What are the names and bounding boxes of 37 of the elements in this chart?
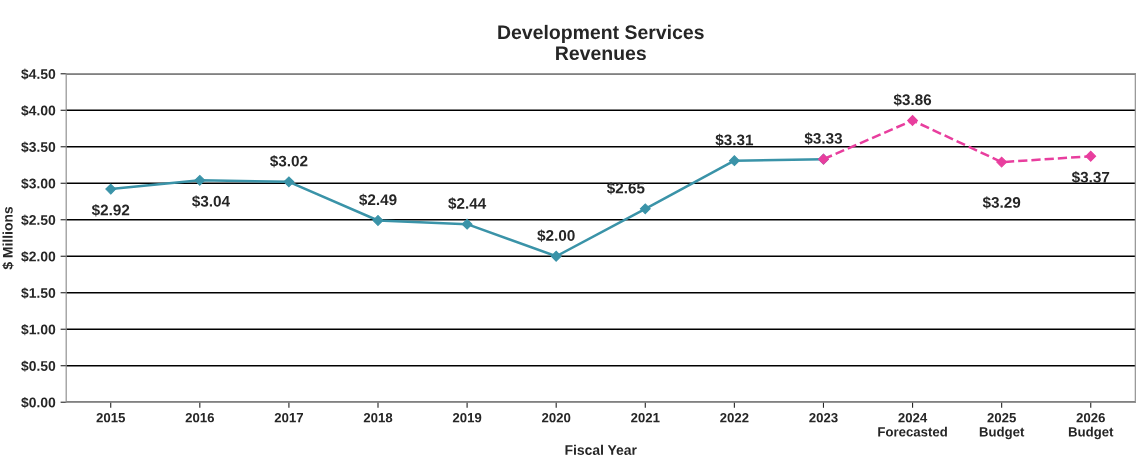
y-tick-label: $1.50	[21, 287, 56, 299]
y-axis-title: $ Millions	[2, 206, 14, 270]
x-tick-label: 2025 Budget	[979, 412, 1025, 440]
data-label: $2.92	[91, 203, 130, 217]
y-tick-label: $2.00	[21, 250, 56, 263]
data-label: $2.44	[448, 197, 487, 210]
data-label: $3.29	[982, 196, 1021, 209]
x-tick-label: 2016	[185, 412, 215, 423]
y-tick-label: $2.50	[21, 214, 56, 226]
y-tick-label: $0.50	[21, 360, 56, 372]
x-tick-label: 2019	[452, 412, 482, 423]
data-label: $3.37	[1071, 171, 1110, 184]
x-tick-label: 2023	[809, 412, 838, 423]
data-label: $2.00	[537, 229, 575, 242]
y-tick-label: $3.00	[21, 177, 56, 190]
data-label: $3.86	[893, 93, 932, 107]
data-label: $2.49	[359, 193, 397, 207]
y-tick-label: $4.00	[21, 105, 56, 117]
x-tick-label: 2026 Budget	[1068, 412, 1114, 440]
data-label: $3.31	[715, 133, 754, 147]
x-tick-label: 2024 Forecasted	[878, 412, 947, 437]
x-tick-label: 2022	[720, 412, 749, 423]
x-axis-title: Fiscal Year	[565, 444, 637, 455]
y-tick-label: $0.00	[21, 396, 56, 409]
data-label: $3.02	[270, 154, 308, 168]
y-tick-label: $4.50	[21, 68, 56, 80]
data-label: $3.33	[804, 132, 843, 145]
chart-title: Development Services Revenues	[498, 24, 704, 61]
data-label: $2.65	[606, 181, 645, 195]
x-tick-label: 2020	[541, 412, 571, 423]
x-tick-label: 2015	[96, 412, 126, 423]
y-tick-label: $1.00	[21, 323, 56, 336]
y-tick-label: $3.50	[21, 141, 56, 153]
x-tick-label: 2018	[363, 412, 393, 423]
x-tick-label: 2021	[631, 412, 660, 423]
data-label: $3.04	[192, 195, 230, 208]
x-tick-label: 2017	[274, 412, 304, 423]
